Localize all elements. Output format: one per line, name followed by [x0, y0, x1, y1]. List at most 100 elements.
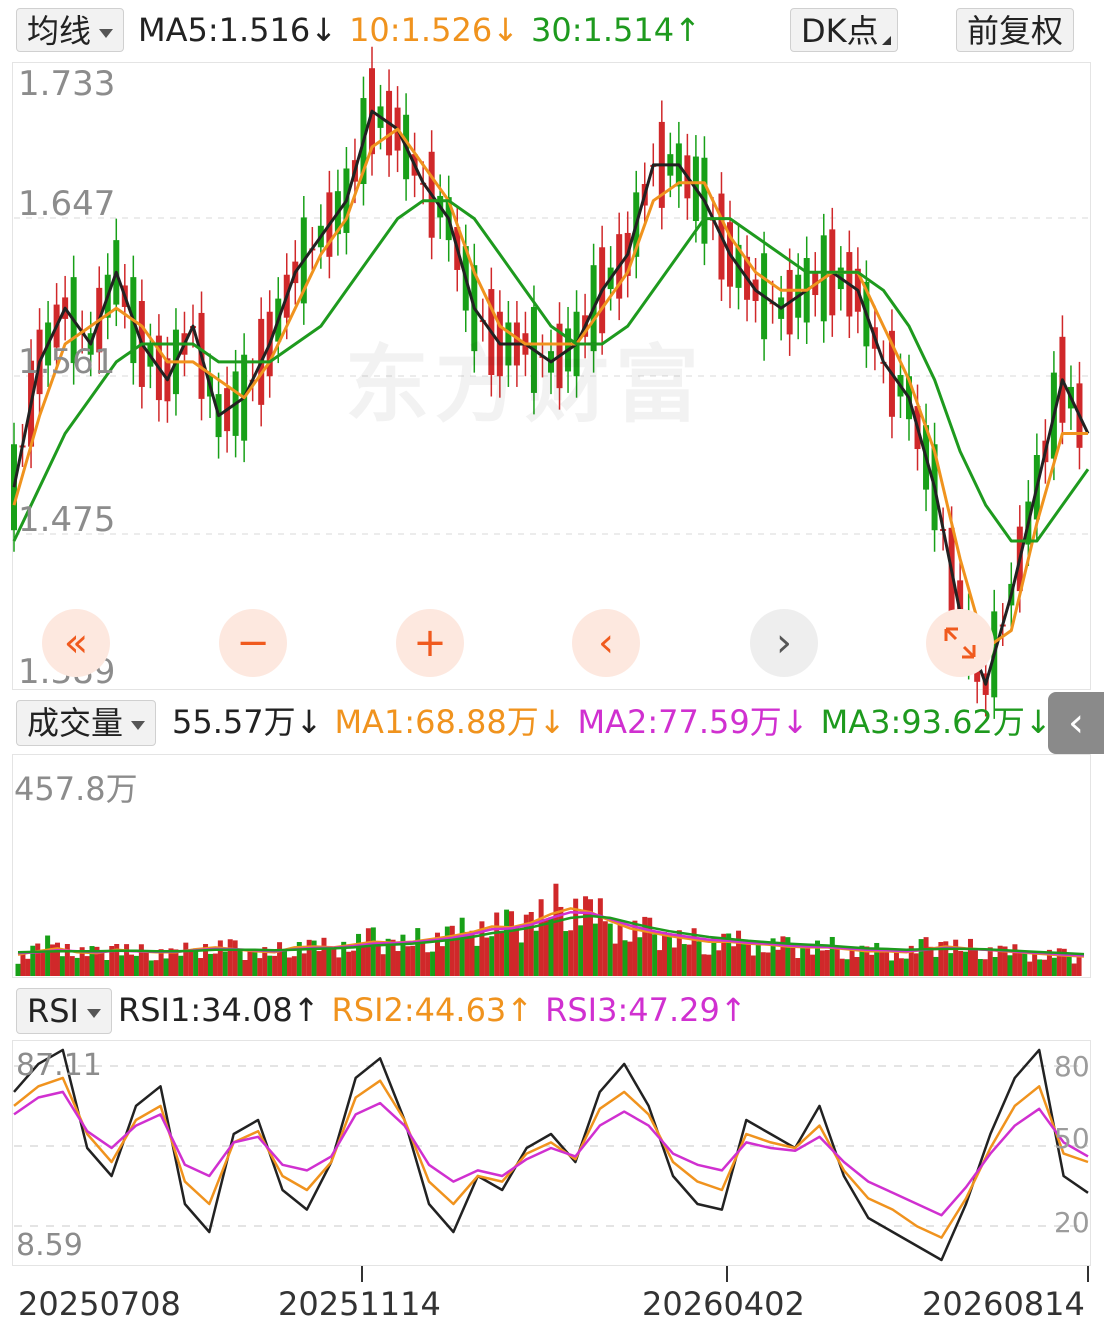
rsi3-value: RSI3:47.29↑ [545, 991, 747, 1029]
volume-bar [844, 959, 850, 976]
rsi-indicator-dropdown[interactable]: RSI [16, 988, 112, 1034]
ma-mode-label: 均线 [27, 12, 92, 50]
volume-bar [74, 957, 80, 976]
volume-bar [676, 930, 682, 976]
volume-bar [696, 941, 702, 976]
volume-bar [509, 911, 515, 976]
volume-bar [1007, 955, 1013, 976]
date-label-4: 20260814 [922, 1285, 1085, 1323]
volume-bar [583, 896, 589, 976]
ma10-value: 10:1.526↓ [349, 11, 519, 49]
volume-bar [237, 950, 243, 976]
volume-bar [301, 953, 307, 976]
volume-bar [124, 944, 130, 976]
volume-bar [893, 949, 899, 976]
rsi-bottom-label: 8.59 [16, 1228, 83, 1263]
volume-bar [903, 958, 909, 976]
volume-bar [178, 955, 184, 976]
volume-bar [755, 940, 761, 976]
volume-bar [1056, 948, 1062, 976]
volume-bar [119, 955, 125, 976]
volume-bar [188, 949, 194, 976]
volume-bar [129, 954, 135, 976]
volume-bar [217, 940, 223, 976]
fullscreen-button[interactable] [926, 609, 994, 677]
volume-bar [1042, 959, 1048, 976]
chevron-down-icon [131, 720, 146, 730]
side-panel-toggle[interactable]: ‹ [1048, 692, 1104, 754]
volume-chart-panel[interactable] [12, 754, 1091, 978]
volume-bar [602, 921, 608, 976]
ma-mode-dropdown[interactable]: 均线 [16, 8, 125, 52]
volume-bar [504, 909, 510, 976]
volume-bar [489, 936, 495, 976]
volume-bar [1076, 954, 1082, 976]
volume-bar [59, 956, 65, 976]
volume-bar [242, 960, 248, 976]
prev-button[interactable]: ‹ [572, 609, 640, 677]
volume-bar [592, 923, 598, 976]
next-button[interactable]: › [750, 609, 818, 677]
volume-bar [918, 939, 924, 976]
volume-bar [943, 941, 949, 976]
first-page-button[interactable]: « [42, 609, 110, 677]
volume-bar [474, 945, 480, 976]
price-label-4: 1.475 [18, 500, 116, 540]
adjust-mode-button[interactable]: 前复权 [956, 8, 1075, 52]
volume-bar [869, 954, 875, 976]
volume-bar [953, 939, 959, 976]
rsi3-line [13, 1090, 1089, 1217]
zoom-out-button[interactable]: − [219, 609, 287, 677]
volume-bar [622, 940, 628, 976]
expand-arrows-icon [944, 627, 976, 659]
volume-bar [726, 933, 732, 976]
volume-bar [652, 934, 658, 976]
volume-bar [711, 938, 717, 976]
price-label-3: 1.561 [18, 342, 116, 382]
volume-bar [627, 941, 633, 976]
volume-bar [1051, 957, 1057, 976]
chevron-down-icon [86, 1008, 101, 1018]
volume-bar [563, 931, 569, 976]
volume-bar [277, 942, 283, 976]
volume-bar [967, 938, 973, 976]
volume-bar [898, 958, 904, 976]
volume-bar [795, 958, 801, 976]
price-chart-panel[interactable] [12, 62, 1091, 690]
volume-bar [395, 951, 401, 976]
volume-bar [558, 906, 564, 976]
volume-bar [958, 950, 964, 976]
volume-bar [449, 925, 455, 976]
volume-bar [375, 941, 381, 976]
volume-bar [548, 917, 554, 976]
zoom-in-button[interactable]: + [396, 609, 464, 677]
volume-bar [884, 951, 890, 976]
chevron-left-icon: ‹ [598, 620, 614, 666]
volume-bar [410, 945, 416, 976]
volume-bar [642, 916, 648, 976]
price-ma30-line [12, 199, 1090, 543]
volume-indicator-dropdown[interactable]: 成交量 [16, 700, 157, 746]
volume-bar [163, 958, 169, 976]
volume-bar [494, 912, 500, 976]
rsi-ref-50: 50 [1054, 1122, 1090, 1155]
volume-bar [365, 928, 371, 976]
volume-bar [207, 953, 213, 976]
volume-bar [222, 951, 228, 976]
volume-bar [444, 926, 450, 976]
rsi2-line [13, 1076, 1089, 1239]
volume-bar [691, 928, 697, 976]
volume-bar [686, 944, 692, 976]
volume-bar [99, 952, 105, 976]
volume-bar [750, 955, 756, 976]
chevron-right-icon: › [776, 620, 792, 666]
volume-bar [104, 960, 110, 976]
volume-bar [573, 898, 579, 976]
volume-bar [434, 932, 440, 976]
volume-bar [1061, 948, 1067, 976]
volume-bar [35, 943, 41, 976]
rsi-chart-panel[interactable] [12, 1040, 1091, 1266]
dk-point-button[interactable]: DK点 [790, 8, 898, 52]
volume-bar [834, 948, 840, 976]
volume-bar [203, 944, 209, 976]
